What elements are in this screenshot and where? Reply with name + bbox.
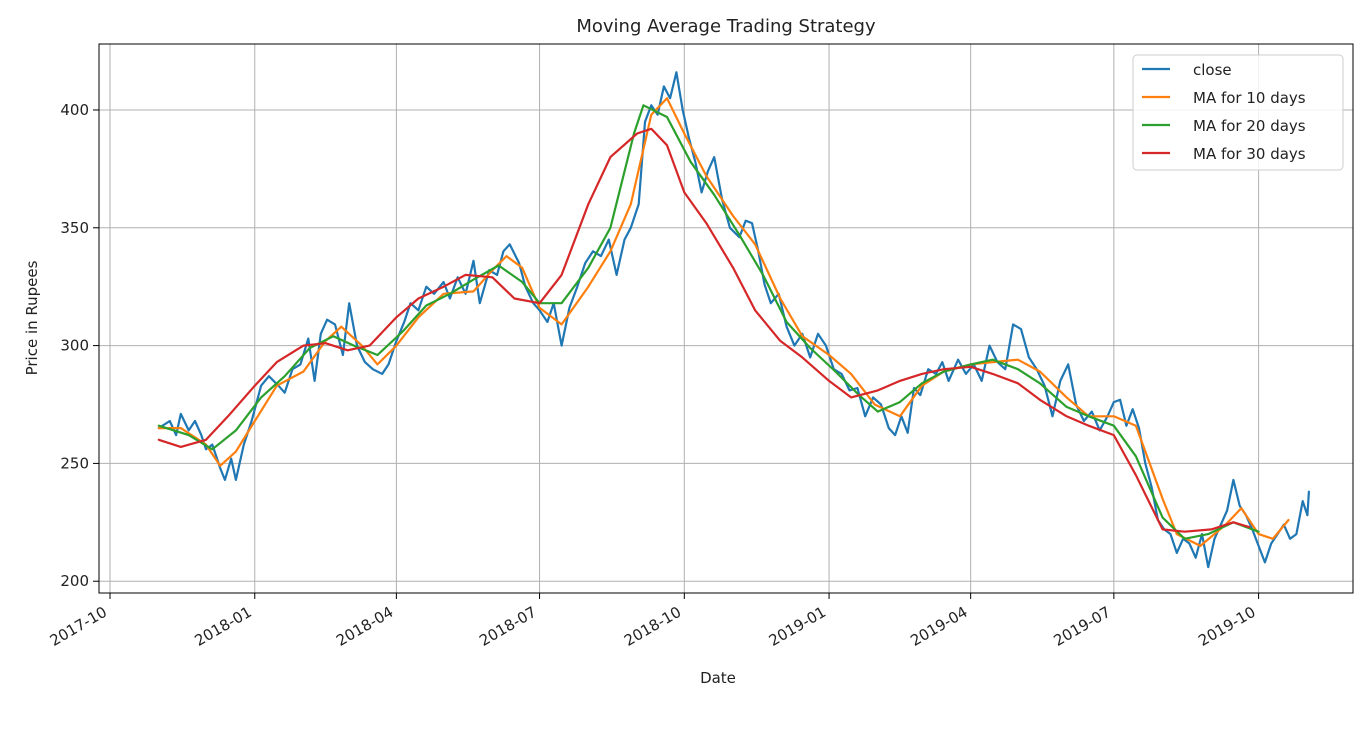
legend-label-close: close (1193, 61, 1232, 79)
y-axis-label: Price in Rupees (23, 260, 41, 375)
series-ma10-line (157, 97, 1290, 547)
legend-label-ma20: MA for 20 days (1193, 117, 1306, 135)
x-axis-label: Date (700, 669, 736, 687)
series-ma30-line (157, 127, 1251, 533)
series-ma20-line (157, 104, 1260, 540)
series-close-line (157, 71, 1310, 569)
legend-label-ma10: MA for 10 days (1193, 89, 1306, 107)
legend-label-ma30: MA for 30 days (1193, 145, 1306, 163)
y-tick-label: 200 (60, 572, 89, 590)
legend-box (1132, 54, 1344, 171)
y-tick-label: 400 (60, 101, 89, 119)
y-tick-label: 300 (60, 337, 89, 355)
plot-frame (98, 43, 1354, 594)
chart-title: Moving Average Trading Strategy (576, 16, 876, 37)
y-tick-label: 350 (60, 219, 89, 237)
legend: close MA for 10 days MA for 20 days MA f… (1132, 54, 1344, 171)
y-tick-label: 250 (60, 454, 89, 472)
series-layer (157, 71, 1310, 569)
